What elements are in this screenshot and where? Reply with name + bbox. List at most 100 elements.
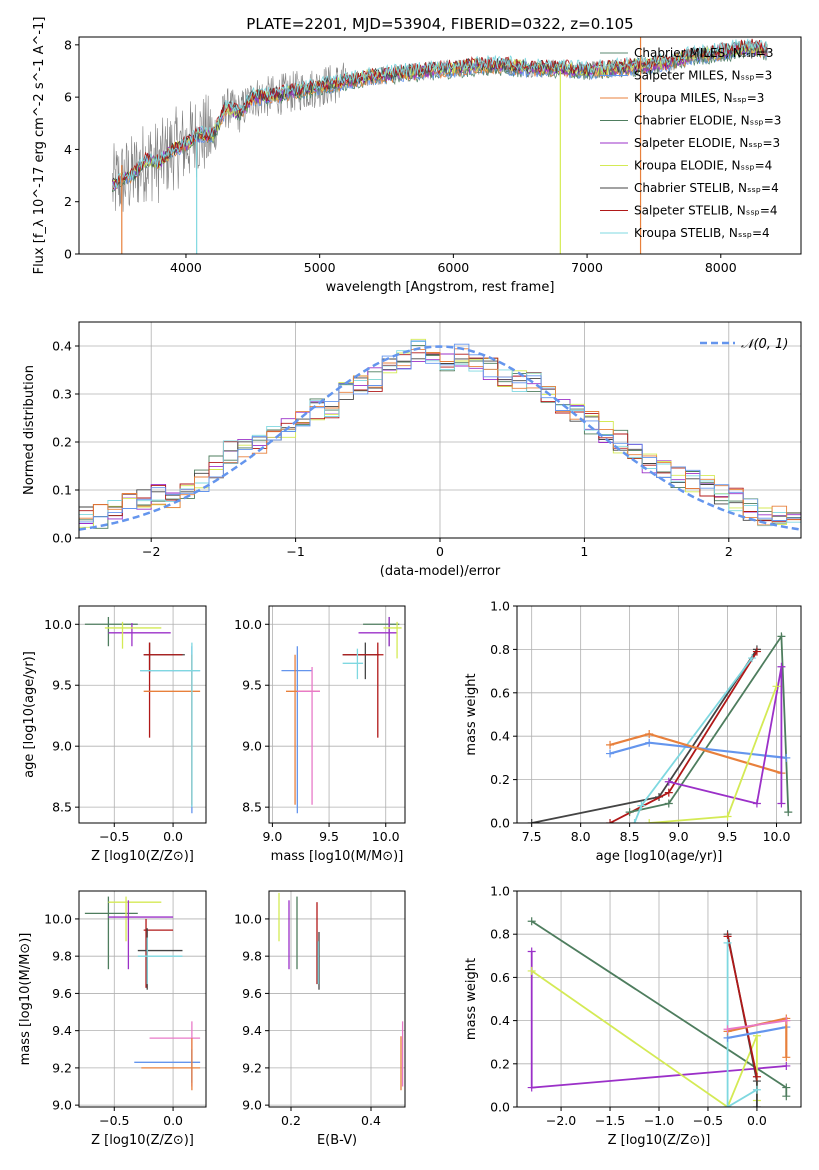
x-tick-label: 0.0 [747,1113,767,1128]
x-tick-label: −0.5 [99,829,129,844]
residuals-panel: −2 −1 0 1 2 0.0 0.1 0.2 0.3 0.4 (data-model)/error… [22,321,802,579]
x-tick-label: 7000 [571,260,603,275]
x-axis-label: wavelength [Angstrom, rest frame] [326,280,555,295]
y-tick-label: 0.6 [490,685,510,700]
x-tick-label: 0.0 [163,1113,183,1128]
x-tick-label: 0 [436,544,444,559]
tick-layer: −0.5 0.0 8.5 9.0 9.5 10.0 [44,617,183,844]
data-point [108,896,162,942]
y-tick-label: 0.6 [490,970,510,985]
x-tick-label: 9.0 [669,829,689,844]
mass-weight-marker [527,917,536,926]
spectrum-panel: PLATE=2201, MJD=53904, FIBERID=0322, z=0… [32,15,802,295]
y-tick-label: 4 [64,142,72,157]
mass-weight-line [629,633,790,813]
mass-weight-marker [752,799,761,808]
mass-weight-marker [527,1083,536,1092]
legend-entry: Chabrier STELIB, Nₛₛₚ=4 [634,181,779,195]
mass-weight-marker [527,966,536,975]
mass-weight-marker [782,753,791,762]
y-tick-label: 8 [64,37,72,52]
y-axis-label: Flux [f_λ 10^-17 erg cm^-2 s^-1 A^-1] [32,17,47,275]
x-tick-label: −0.5 [99,1113,129,1128]
mass-weight-marker [645,730,654,739]
x-tick-label: 4000 [170,260,202,275]
y-tick-label: 10.0 [44,911,72,926]
mass-weight-marker [527,947,536,956]
data-point [137,937,183,985]
data-point [134,1049,201,1083]
x-tick-label: 10.0 [372,829,400,844]
x-tick-label: −2.0 [546,1113,576,1128]
y-tick-label: 8.5 [242,800,262,815]
x-tick-label: 8.0 [571,829,591,844]
axes-frame [516,890,802,1108]
plot-area [84,616,201,814]
mass-weight-vs-z-panel: −2.0 −1.5 −1.0 −0.5 0.0 0.0 0.2 0.4 0.6 0.8 1.0 Z [… [464,884,802,1148]
mass-weight-line [726,942,758,1107]
x-tick-label: 8000 [705,260,737,275]
data-point [342,648,364,680]
chart-title: PLATE=2201, MJD=53904, FIBERID=0322, z=0… [246,15,633,33]
legend-entry: Kroupa MILES, Nₛₛₚ=3 [634,91,764,105]
y-tick-label: 9.8 [52,949,72,964]
legend-entry: Kroupa ELODIE, Nₛₛₚ=4 [634,159,772,173]
legend-entry: Kroupa STELIB, Nₛₛₚ=4 [634,226,770,240]
mass-weight-marker [527,819,536,823]
data-point [342,642,384,738]
x-tick-label: 9.0 [262,829,282,844]
legend-entry: Chabrier ELODIE, Nₛₛₚ=3 [634,114,781,128]
axes-frame [78,321,802,539]
legend-entry: 𝒩(0, 1) [741,337,788,352]
y-axis-label: mass weight [464,673,479,755]
y-tick-label: 9.5 [242,678,262,693]
mass-weight-marker [752,647,761,656]
mass-weight-marker [772,682,781,691]
axes-frame [78,890,207,1108]
y-tick-label: 1.0 [490,884,510,899]
x-tick-label: 7.5 [522,829,542,844]
y-tick-label: 8.5 [52,800,72,815]
data-point [281,646,313,814]
y-tick-label: 0.4 [490,1013,510,1028]
mass-weight-marker [664,799,673,808]
mass-weight-marker [606,740,615,749]
x-tick-label: 5000 [304,260,336,275]
mass-weight-marker [777,632,786,641]
x-axis-label: Z [log10(Z/Z⊙)] [91,849,194,864]
data-point [104,621,162,649]
y-tick-label: 10.0 [234,911,262,926]
y-tick-label: 9.0 [242,739,262,754]
mass-weight-marker [630,819,639,823]
plot-area [84,896,201,1091]
age-vs-z-panel: −0.5 0.0 8.5 9.0 9.5 10.0 Z [log10(Z/Z⊙)] age [… [22,605,207,864]
y-tick-label: 6 [64,90,72,105]
model-spectrum-line [112,38,768,190]
mass-weight-marker [664,788,673,797]
axes-frame [268,890,406,1108]
x-tick-label: −0.5 [693,1113,723,1128]
mass-weight-marker [723,1103,732,1107]
mass-weight-line [668,666,783,805]
mass-weight-marker [752,1085,761,1094]
plot-area [278,892,404,1091]
x-tick-label: −1.5 [595,1113,625,1128]
y-tick-label: 9.6 [52,986,72,1001]
y-tick-label: 0.2 [490,1056,510,1071]
tick-layer: 9.0 9.5 10.08.59.09.510.0 [234,617,400,844]
y-tick-label: 10.0 [234,617,262,632]
y-tick-label: 0.2 [52,435,72,450]
plot-area [79,338,801,531]
y-tick-label: 0.3 [52,387,72,402]
x-axis-label: Z [log10(Z/Z⊙)] [91,1133,194,1148]
mass-weight-marker [782,1061,791,1070]
data-point [143,642,183,738]
histogram-step-line [79,348,801,526]
y-tick-label: 9.4 [242,1023,262,1038]
x-tick-label: 9.5 [718,829,738,844]
gaussian-reference-line [79,345,801,531]
legend-entry: Chabrier MILES, Nₛₛₚ=3 [634,46,774,60]
y-tick-label: 9.8 [242,949,262,964]
x-axis-label: (data-model)/error [380,564,501,579]
y-tick-label: 9.4 [52,1023,72,1038]
